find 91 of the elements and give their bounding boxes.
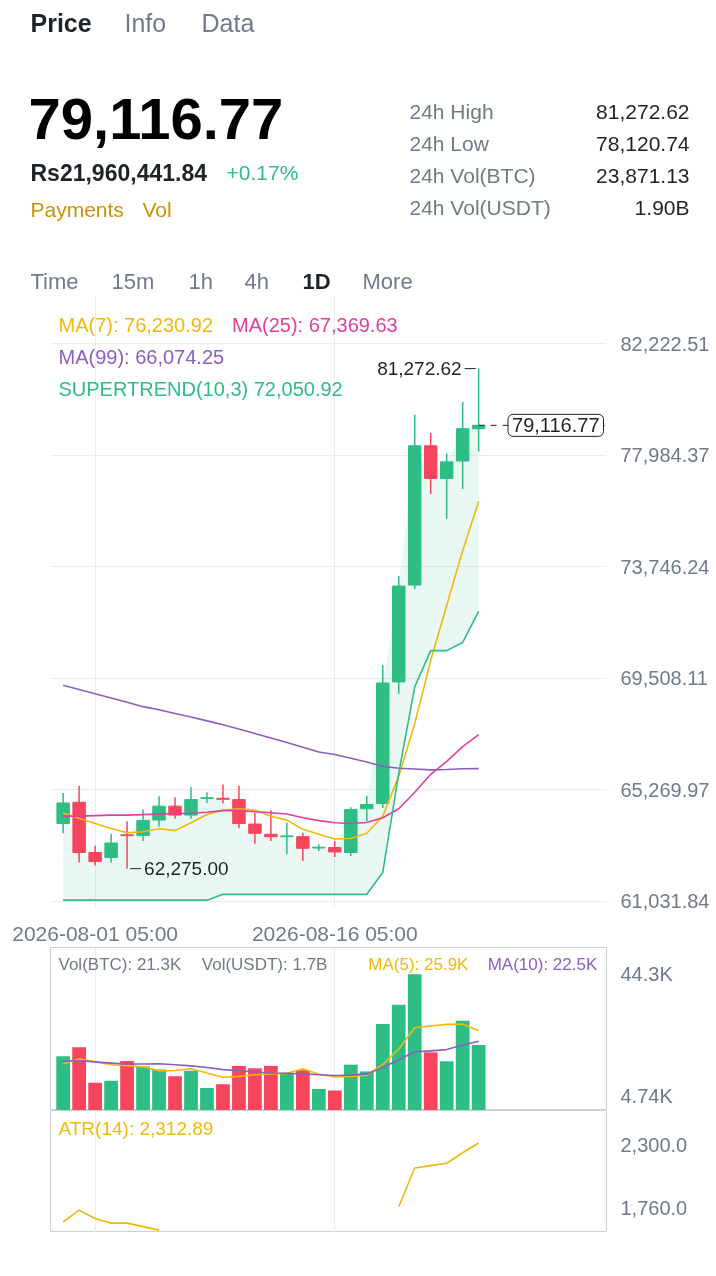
bar <box>120 1060 134 1110</box>
candlestick <box>280 821 294 856</box>
bar <box>455 1020 470 1110</box>
line-series <box>62 610 480 901</box>
line-series <box>62 684 480 771</box>
candlestick <box>248 812 262 845</box>
bar <box>104 1080 118 1110</box>
text: 15m <box>111 269 155 294</box>
text: MA(10): 22.5K <box>487 955 598 974</box>
y-tick-label: 2,300.0 <box>620 1133 688 1156</box>
candlestick <box>264 809 278 842</box>
bar <box>280 1073 294 1110</box>
annotation: Vol(BTC): 21.3K <box>58 955 182 974</box>
y-tick-label: 61,031.84 <box>620 890 710 913</box>
text: MA(5): 25.9K <box>368 955 470 974</box>
y-tick-label: 65,269.97 <box>620 778 710 801</box>
text: MA(99): 66,074.25 <box>58 346 225 369</box>
candlestick <box>312 843 326 852</box>
bar <box>375 1024 390 1110</box>
bar <box>407 974 422 1110</box>
text: Rs21,960,441.84 <box>30 159 208 186</box>
candlestick <box>296 831 310 862</box>
y-tick-label: 82,222.51 <box>620 332 710 355</box>
candlestick <box>439 452 454 520</box>
line-series <box>62 1023 480 1079</box>
text: Time <box>30 269 79 294</box>
text: SUPERTREND(10,3) 72,050.92 <box>58 377 343 400</box>
text: Data <box>201 8 255 37</box>
bar <box>248 1068 262 1110</box>
text: 24h Vol(BTC) <box>409 164 536 187</box>
bar <box>152 1069 166 1110</box>
x-tick-label: 2026-08-16 05:00 <box>251 921 418 945</box>
ref-line-label: 79,116.77 <box>512 414 600 437</box>
annotation: 62,275.00 <box>144 858 229 880</box>
bar <box>311 1088 326 1110</box>
text: 4h <box>244 269 269 294</box>
text: More <box>362 269 413 294</box>
bar <box>295 1070 310 1110</box>
bar <box>184 1070 198 1110</box>
bar <box>264 1065 278 1110</box>
text: MA(7): 76,230.92 <box>58 314 214 337</box>
text: Price <box>30 8 92 37</box>
bar <box>423 1052 438 1110</box>
text: 1.90B <box>634 196 690 219</box>
annotation: Vol(USDT): 1.7B <box>201 955 328 974</box>
text: 24h High <box>409 100 494 123</box>
x-tick-label: 2026-08-01 05:00 <box>12 921 179 945</box>
text: Vol <box>142 198 172 221</box>
text: MA(25): 67,369.63 <box>232 314 398 337</box>
text: 1D <box>302 269 331 294</box>
bar <box>359 1071 374 1110</box>
candlestick <box>136 808 150 842</box>
bar <box>439 1061 454 1110</box>
bar <box>232 1065 246 1110</box>
bar <box>72 1047 86 1110</box>
bar <box>471 1044 486 1110</box>
candlestick <box>88 844 102 867</box>
candlestick <box>200 791 214 804</box>
bar <box>391 1004 406 1110</box>
candlestick <box>360 794 374 822</box>
y-tick-label: 4.74K <box>620 1084 674 1107</box>
bar <box>136 1066 150 1110</box>
text: +0.17% <box>226 161 299 184</box>
text: 24h Low <box>409 132 490 155</box>
bar <box>56 1056 71 1110</box>
text: 1h <box>188 269 213 294</box>
bar <box>216 1084 230 1110</box>
candlestick <box>120 820 134 870</box>
bar <box>168 1076 182 1110</box>
bar <box>327 1090 342 1110</box>
text: 24h Vol(USDT) <box>409 196 551 219</box>
candlestick <box>216 783 230 805</box>
text: 79,116.77 <box>28 85 284 151</box>
candlestick <box>104 833 118 864</box>
annotation: 81,272.62 <box>377 358 462 380</box>
bar <box>88 1082 102 1110</box>
text: 78,120.74 <box>596 131 690 155</box>
line-series <box>62 1040 480 1077</box>
y-tick-label: 73,746.24 <box>620 555 710 578</box>
bar <box>343 1064 358 1110</box>
y-tick-label: 44.3K <box>620 963 674 986</box>
bar <box>200 1088 214 1110</box>
text: 23,871.13 <box>596 163 690 187</box>
y-tick-label: 77,984.37 <box>620 444 710 467</box>
text: Info <box>124 8 167 37</box>
candlestick <box>184 786 198 820</box>
text: ATR(14): 2,312.89 <box>58 1118 214 1139</box>
text: Payments <box>30 198 124 221</box>
y-tick-label: 1,760.0 <box>620 1196 688 1219</box>
text: 81,272.62 <box>596 99 690 123</box>
y-tick-label: 69,508.11 <box>620 667 708 690</box>
